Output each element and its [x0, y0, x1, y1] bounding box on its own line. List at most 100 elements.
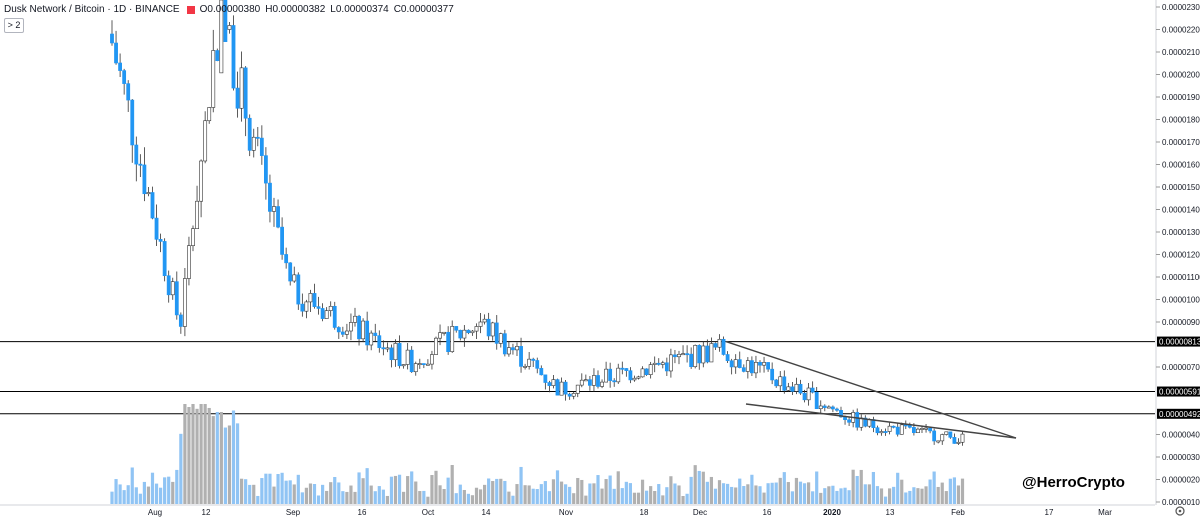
volume-bar	[904, 492, 908, 504]
volume-bar	[385, 495, 389, 504]
candle-body	[571, 393, 576, 397]
candle-body	[284, 254, 289, 264]
volume-bar	[252, 484, 256, 504]
volume-bar	[397, 474, 402, 504]
volume-bar	[240, 478, 244, 504]
candle-body	[835, 408, 839, 411]
volume-bar	[693, 465, 697, 504]
candle-body	[660, 362, 665, 365]
candle-body	[932, 430, 937, 442]
volume-bar	[600, 488, 604, 504]
candle-body	[535, 360, 540, 369]
volume-bar	[811, 491, 815, 504]
volume-bar	[807, 482, 811, 504]
candle-body	[859, 417, 864, 428]
candle-body	[336, 327, 341, 333]
volume-bar	[499, 478, 503, 504]
candle-body	[794, 383, 799, 392]
candle-body	[867, 419, 872, 427]
volume-bar	[458, 484, 462, 504]
candle-body	[644, 368, 649, 375]
candle-body	[944, 431, 949, 435]
volume-bar	[300, 492, 304, 504]
candle-body	[389, 347, 394, 361]
candle-body	[924, 427, 928, 430]
indicator-collapse-button[interactable]: > 2	[4, 18, 24, 33]
volume-bar	[685, 493, 689, 504]
candle-body	[810, 387, 815, 393]
volume-bar	[912, 487, 916, 504]
volume-bar	[616, 471, 620, 504]
volume-bar	[211, 416, 215, 504]
candle-body	[146, 192, 151, 195]
candle-body	[608, 368, 613, 381]
volume-bar	[726, 483, 730, 504]
candle-body	[154, 217, 159, 240]
candle-body	[826, 406, 831, 409]
candle-body	[454, 326, 459, 331]
falling-wedge	[725, 340, 1017, 439]
candle-body	[648, 364, 653, 375]
volume-bar	[276, 474, 280, 504]
candle-body	[174, 281, 179, 316]
symbol-title[interactable]: Dusk Network / Bitcoin · 1D · BINANCE	[4, 4, 180, 15]
candle-body	[304, 301, 309, 312]
candle-body	[344, 330, 349, 335]
volume-bar	[393, 475, 398, 504]
candle-body	[203, 120, 208, 162]
candle-body	[511, 347, 515, 351]
candle-body	[288, 262, 293, 282]
volume-bar	[871, 471, 875, 504]
volume-bar	[916, 488, 920, 504]
candle-body	[523, 365, 528, 368]
candle-body	[482, 318, 487, 323]
volume-bar	[219, 412, 223, 504]
time-tick-label: Sep	[286, 508, 301, 517]
candle-body	[247, 117, 252, 151]
candle-body	[612, 380, 617, 383]
time-tick-label: Mar	[1098, 508, 1112, 517]
candle-body	[130, 99, 135, 146]
candle-body	[515, 346, 519, 351]
candle-body	[721, 338, 726, 355]
volume-bar	[377, 486, 381, 504]
candle-body	[604, 368, 609, 383]
volume-bar	[406, 476, 410, 504]
candle-body	[442, 331, 447, 334]
volume-bar	[766, 483, 770, 504]
candle-body	[527, 358, 532, 367]
volume-bar	[559, 481, 564, 504]
volume-bar	[879, 488, 884, 504]
candle-body	[596, 375, 600, 387]
volume-bar	[321, 484, 325, 504]
time-tick-label: 12	[202, 508, 211, 517]
volume-bar	[738, 478, 742, 504]
volume-bar	[920, 488, 924, 504]
volume-bar	[831, 485, 835, 504]
volume-bar	[640, 479, 645, 504]
candle-body	[430, 354, 434, 365]
volume-bar	[628, 483, 632, 504]
candle-body	[693, 345, 698, 368]
volume-bar	[345, 491, 349, 504]
candle-body	[150, 192, 155, 219]
candle-body	[879, 431, 884, 434]
volume-bar	[122, 490, 126, 504]
volume-bar	[272, 486, 276, 504]
candle-body	[263, 155, 268, 184]
candle-body	[798, 383, 803, 394]
volume-bar	[632, 492, 637, 504]
volume-bar	[754, 485, 758, 504]
volume-bar	[373, 491, 377, 504]
volume-bar	[665, 487, 669, 504]
time-tick-label: 13	[886, 508, 895, 517]
candle-body	[575, 384, 580, 394]
